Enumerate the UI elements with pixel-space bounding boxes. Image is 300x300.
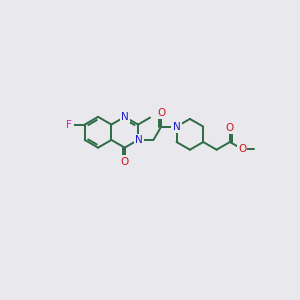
Text: O: O [226,123,234,133]
Text: O: O [157,108,165,118]
Text: F: F [66,119,72,130]
Text: O: O [238,144,246,154]
Text: N: N [135,135,143,145]
Text: N: N [173,122,180,132]
Text: N: N [121,112,129,122]
Text: O: O [121,157,129,166]
